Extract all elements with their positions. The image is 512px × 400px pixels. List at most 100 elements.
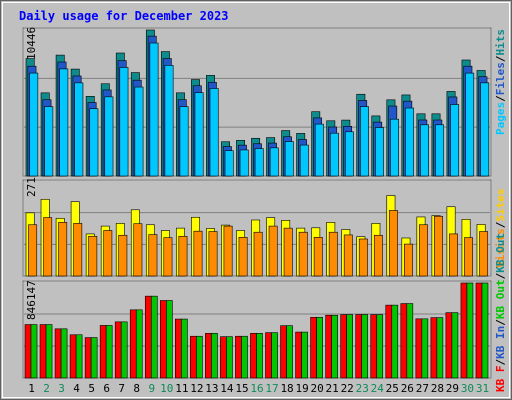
bar-sites-day-10 [163,237,173,277]
chart-title: Daily usage for December 2023 [19,9,229,23]
bar-kbytes-out-day-8 [129,309,137,379]
bar-pages-day-7 [119,67,129,177]
legend-bottom-item-1: / [494,359,507,366]
bar-kbytes-out-day-4 [69,334,77,379]
bar-pages-day-15 [239,149,249,177]
bar-pages-day-14 [224,150,234,177]
bar-kbytes-out-day-31 [475,282,483,379]
bar-pages-day-1 [29,72,39,177]
bar-kbytes-in-day-30 [466,282,474,379]
x-label-day-7: 7 [118,382,125,395]
bar-kbytes-in-day-22 [346,314,354,379]
bar-kbytes-out-day-14 [220,336,227,379]
x-label-day-29: 29 [446,382,459,395]
y-axis-max-bottom: 846147 [25,280,38,320]
bar-kbytes-out-day-6 [99,325,107,379]
x-label-day-15: 15 [235,382,248,395]
bar-kbytes-in-day-14 [226,336,233,379]
bar-pages-day-4 [74,82,84,177]
bar-kbytes-out-day-23 [355,314,363,379]
x-label-day-10: 10 [160,382,173,395]
bar-kbytes-out-day-24 [370,314,378,379]
bar-kbytes-in-day-19 [301,331,308,379]
bar-sites-day-19 [298,231,308,277]
panel-hits-files-pages [22,27,492,177]
bar-kbytes-in-day-5 [90,337,98,379]
bar-pages-day-21 [329,132,339,177]
x-label-day-3: 3 [58,382,65,395]
bar-kbytes-in-day-15 [241,335,248,379]
x-label-day-25: 25 [386,382,399,395]
x-label-day-21: 21 [326,382,339,395]
bar-sites-day-23 [358,238,368,277]
bar-kbytes-out-day-10 [159,300,167,379]
legend-middle: Visits/Sites [494,189,507,269]
bar-pages-day-31 [480,82,490,177]
bar-pages-day-13 [209,88,219,177]
bar-sites-day-20 [313,236,323,277]
legend-middle-item-1: / [494,221,507,228]
bar-kbytes-in-day-3 [60,328,68,379]
legend-bottom-item-3: / [494,319,507,326]
bar-kbytes-in-day-26 [406,303,414,379]
legend-bottom-item-6: KB Out [494,233,507,273]
bar-pages-day-25 [390,118,399,177]
x-label-day-8: 8 [133,382,140,395]
x-label-day-24: 24 [371,382,385,395]
bar-kbytes-out-day-12 [190,335,197,379]
bar-kbytes-out-day-5 [84,337,92,379]
bar-kbytes-out-day-29 [445,312,453,379]
bar-pages-day-12 [194,92,204,177]
bar-sites-day-8 [133,223,143,277]
bar-kbytes-in-day-18 [286,325,293,379]
x-label-day-18: 18 [280,382,293,395]
x-label-day-5: 5 [88,382,95,395]
legend-bottom-item-0: KB F [494,366,507,393]
bar-kbytes-out-day-17 [265,332,272,379]
y-axis-max-top: 10446 [25,27,38,60]
bar-sites-day-15 [238,236,248,277]
legend-bottom: KB F/KB In/KB Out/KB Out [494,233,507,392]
bar-kbytes-out-day-30 [460,282,468,379]
bar-sites-day-5 [88,235,98,277]
bar-pages-day-23 [360,106,369,177]
bar-kbytes-in-day-11 [181,318,188,379]
legend-bottom-item-4: KB Out [494,279,507,319]
bar-pages-day-24 [375,127,384,177]
bar-sites-day-28 [434,215,443,277]
x-label-day-20: 20 [311,382,324,395]
x-label-day-28: 28 [431,382,444,395]
bar-sites-day-6 [103,230,113,277]
bar-pages-day-5 [89,108,99,177]
bar-sites-day-13 [208,231,218,277]
x-label-day-9: 9 [148,382,155,395]
bar-kbytes-in-day-12 [196,335,203,379]
bar-sites-day-3 [58,222,68,277]
x-label-day-17: 17 [265,382,278,395]
bar-kbytes-out-day-1 [24,324,32,379]
x-label-day-27: 27 [416,382,429,395]
bar-kbytes-in-day-28 [436,317,444,379]
bar-pages-day-11 [179,106,189,177]
legend-middle-item-0: Visits [494,228,507,268]
bar-kbytes-out-day-21 [325,314,332,379]
bar-kbytes-in-day-17 [271,332,278,379]
bar-kbytes-in-day-1 [30,324,38,379]
bar-kbytes-in-day-29 [451,312,459,379]
bar-sites-day-4 [73,223,83,277]
x-label-day-14: 14 [220,382,234,395]
legend-top-item-1: / [494,95,507,102]
bar-pages-day-26 [405,107,414,177]
bar-sites-day-30 [464,237,474,277]
x-label-day-13: 13 [205,382,218,395]
bar-sites-day-2 [43,217,53,277]
bar-kbytes-out-day-27 [415,318,423,379]
bar-sites-day-21 [328,231,338,277]
bar-sites-day-12 [193,230,203,277]
bar-kbytes-in-day-31 [481,282,489,379]
bar-kbytes-out-day-19 [295,331,302,379]
bar-kbytes-out-day-2 [39,324,47,379]
legend-top-item-4: Hits [494,29,507,56]
bar-sites-day-31 [479,231,489,277]
